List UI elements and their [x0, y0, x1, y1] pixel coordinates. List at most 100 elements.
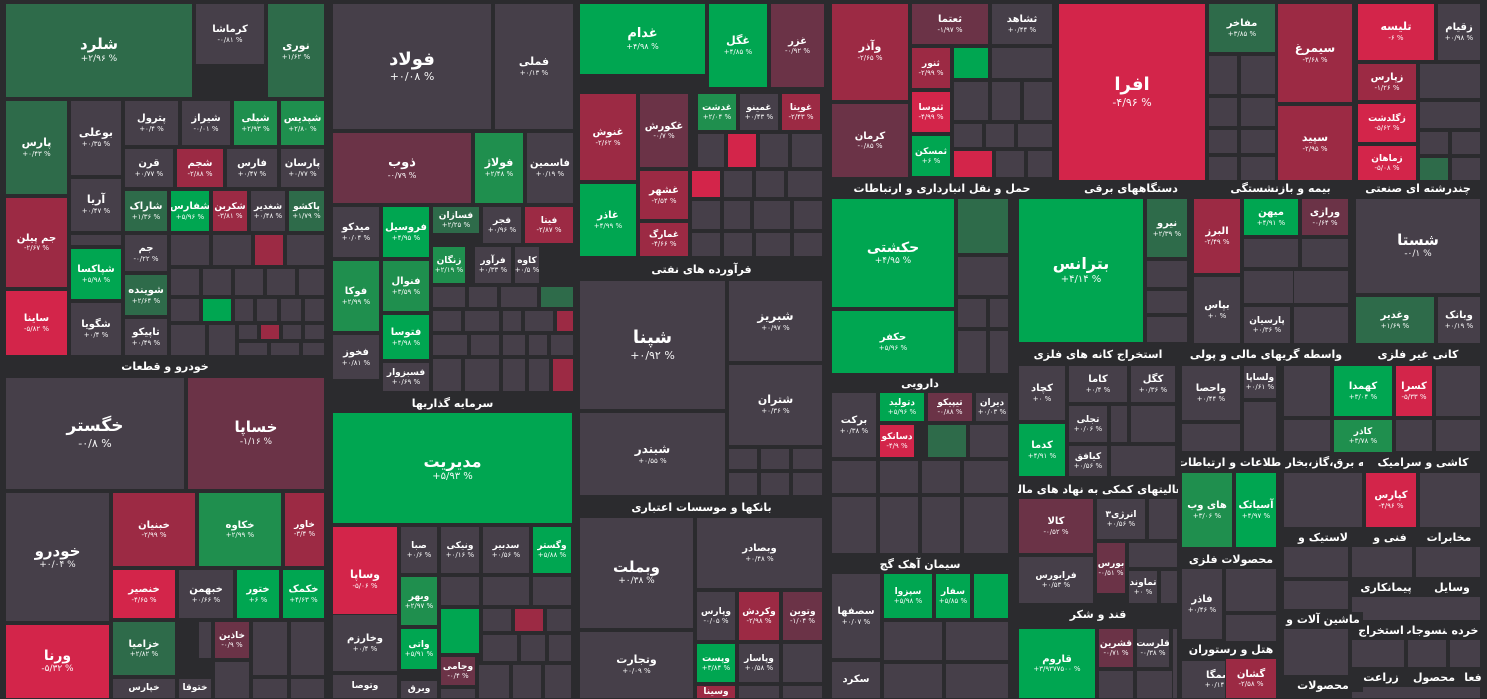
- stock-tile[interactable]: واتی +۵/۹۱ %: [400, 628, 438, 670]
- heatmap-filler-cell[interactable]: [478, 664, 510, 699]
- heatmap-filler-cell[interactable]: [879, 496, 919, 554]
- stock-tile[interactable]: وپارس -۰/۰۵ %: [696, 591, 736, 641]
- heatmap-filler-cell[interactable]: [755, 170, 785, 198]
- stock-tile[interactable]: وبرق: [400, 680, 438, 699]
- stock-tile[interactable]: کیافق +۰/۵۶ %: [1068, 445, 1108, 477]
- heatmap-filler-cell[interactable]: [290, 621, 325, 676]
- heatmap-filler-cell[interactable]: [883, 663, 943, 699]
- heatmap-filler-cell[interactable]: [723, 232, 753, 257]
- stock-tile[interactable]: ختور +۶ %: [236, 569, 280, 619]
- stock-tile[interactable]: کاوه +۰/۵ %: [514, 246, 540, 284]
- heatmap-filler-cell[interactable]: [791, 133, 823, 168]
- stock-tile[interactable]: وآذر -۲/۶۵ %: [831, 3, 909, 101]
- stock-tile[interactable]: تلیسه -۶ %: [1357, 3, 1435, 61]
- heatmap-filler-cell[interactable]: [1110, 445, 1176, 477]
- heatmap-filler-cell[interactable]: [548, 634, 572, 662]
- heatmap-filler-cell[interactable]: [738, 685, 780, 699]
- stock-tile[interactable]: شیراز -۰/۰۱ %: [181, 100, 231, 146]
- heatmap-filler-cell[interactable]: [252, 678, 288, 699]
- stock-tile[interactable]: غویتا -۲/۴۳ %: [781, 93, 821, 131]
- heatmap-filler-cell[interactable]: [238, 342, 268, 356]
- heatmap-filler-cell[interactable]: [782, 643, 823, 683]
- stock-tile[interactable]: کگل +۰/۳۶ %: [1130, 365, 1176, 403]
- stock-tile[interactable]: فسازان +۲/۲۵ %: [432, 206, 480, 234]
- heatmap-filler-cell[interactable]: [728, 472, 758, 496]
- stock-tile[interactable]: ثنور -۲/۹۹ %: [911, 47, 951, 89]
- stock-tile[interactable]: غمینو +۰/۴۳ %: [739, 93, 779, 131]
- heatmap-filler-cell[interactable]: [1128, 542, 1178, 568]
- stock-tile[interactable]: وپست +۳/۸۴ %: [696, 643, 736, 683]
- heatmap-filler-cell[interactable]: [991, 81, 1021, 121]
- stock-tile[interactable]: شاراک +۱/۳۶ %: [124, 190, 168, 232]
- stock-tile[interactable]: فیتا -۲/۸۷ %: [524, 206, 574, 244]
- heatmap-filler-cell[interactable]: [502, 358, 526, 392]
- heatmap-filler-cell[interactable]: [302, 342, 325, 356]
- heatmap-filler-cell[interactable]: [1181, 423, 1241, 452]
- stock-tile[interactable]: کالا -۰/۵۲ %: [1018, 498, 1094, 554]
- heatmap-filler-cell[interactable]: [831, 496, 877, 554]
- heatmap-filler-cell[interactable]: [957, 256, 1009, 296]
- stock-tile[interactable]: آریا +۰/۴۷ %: [70, 178, 122, 232]
- heatmap-filler-cell[interactable]: [1283, 419, 1331, 452]
- heatmap-filler-cell[interactable]: [198, 621, 212, 659]
- stock-tile[interactable]: کاما +۰/۴ %: [1068, 365, 1128, 403]
- heatmap-filler-cell[interactable]: [266, 268, 296, 296]
- heatmap-filler-cell[interactable]: [1419, 157, 1449, 181]
- heatmap-filler-cell[interactable]: [1351, 639, 1405, 668]
- stock-tile[interactable]: آسیاتک +۴/۹۷ %: [1235, 472, 1277, 548]
- heatmap-filler-cell[interactable]: [1435, 419, 1481, 452]
- stock-tile[interactable]: شپلی +۲/۹۳ %: [233, 100, 278, 146]
- heatmap-filler-cell[interactable]: [202, 298, 232, 322]
- heatmap-filler-cell[interactable]: [953, 150, 993, 178]
- heatmap-filler-cell[interactable]: [1351, 686, 1481, 699]
- stock-tile[interactable]: پارسیان +۰/۳۶ %: [1243, 306, 1291, 344]
- stock-tile[interactable]: واحصا +۰/۴۴ %: [1181, 365, 1241, 421]
- heatmap-filler-cell[interactable]: [234, 268, 264, 296]
- stock-tile[interactable]: شستا -۰/۱ %: [1355, 198, 1481, 294]
- heatmap-filler-cell[interactable]: [552, 358, 574, 392]
- stock-tile[interactable]: کهمدا +۳/۰۴ %: [1333, 365, 1393, 417]
- heatmap-filler-cell[interactable]: [759, 133, 789, 168]
- heatmap-filler-cell[interactable]: [793, 200, 823, 230]
- heatmap-filler-cell[interactable]: [953, 47, 989, 79]
- stock-tile[interactable]: غزر -۰/۹۲ %: [770, 3, 825, 88]
- stock-tile[interactable]: دسانکو -۴/۹ %: [879, 424, 915, 458]
- stock-tile[interactable]: پترول +۰/۴ %: [124, 100, 179, 146]
- stock-tile[interactable]: غمارگ -۴/۶۶ %: [639, 222, 689, 257]
- heatmap-filler-cell[interactable]: [963, 460, 1009, 494]
- stock-tile[interactable]: غاذر +۴/۹۹ %: [579, 183, 637, 257]
- heatmap-filler-cell[interactable]: [1283, 472, 1363, 528]
- heatmap-filler-cell[interactable]: [440, 608, 480, 654]
- stock-tile[interactable]: مدیریت +۵/۹۳ %: [332, 412, 573, 524]
- stock-tile[interactable]: خنصیر -۴/۶۵ %: [112, 569, 176, 619]
- stock-tile[interactable]: غگل +۴/۸۵ %: [708, 3, 768, 88]
- stock-tile[interactable]: حکفر +۵/۹۶ %: [831, 310, 955, 374]
- stock-tile[interactable]: بوعلی +۰/۳۵ %: [70, 100, 122, 176]
- stock-tile[interactable]: ونیکی +۰/۱۶ %: [440, 526, 480, 574]
- stock-tile[interactable]: خبنیان -۲/۹۹ %: [112, 492, 196, 567]
- heatmap-filler-cell[interactable]: [760, 448, 790, 470]
- heatmap-filler-cell[interactable]: [532, 576, 572, 606]
- heatmap-filler-cell[interactable]: [1283, 628, 1349, 676]
- heatmap-filler-cell[interactable]: [1098, 670, 1134, 699]
- heatmap-filler-cell[interactable]: [728, 448, 758, 470]
- heatmap-filler-cell[interactable]: [282, 324, 302, 340]
- heatmap-filler-cell[interactable]: [304, 298, 325, 322]
- heatmap-filler-cell[interactable]: [546, 608, 572, 632]
- heatmap-filler-cell[interactable]: [921, 496, 961, 554]
- heatmap-filler-cell[interactable]: [260, 324, 280, 340]
- heatmap-filler-cell[interactable]: [1293, 270, 1349, 304]
- heatmap-filler-cell[interactable]: [1240, 129, 1276, 154]
- stock-tile[interactable]: کرماشا -۰/۸۱ %: [195, 3, 265, 65]
- heatmap-filler-cell[interactable]: [1419, 472, 1481, 528]
- stock-tile[interactable]: سصفها +۰/۰۷ %: [831, 573, 881, 659]
- stock-tile[interactable]: وبهر +۲/۹۷ %: [400, 576, 438, 626]
- stock-tile[interactable]: سیمرغ -۳/۶۸ %: [1277, 3, 1353, 103]
- heatmap-filler-cell[interactable]: [1449, 639, 1481, 668]
- heatmap-filler-cell[interactable]: [989, 298, 1009, 328]
- stock-tile[interactable]: شگویا +۰/۴ %: [70, 302, 122, 356]
- heatmap-filler-cell[interactable]: [1240, 156, 1276, 181]
- stock-tile[interactable]: خودرو +۰/۰۴ %: [5, 492, 110, 622]
- heatmap-filler-cell[interactable]: [1110, 405, 1128, 443]
- stock-tile[interactable]: فولاژ +۲/۴۸ %: [474, 132, 524, 204]
